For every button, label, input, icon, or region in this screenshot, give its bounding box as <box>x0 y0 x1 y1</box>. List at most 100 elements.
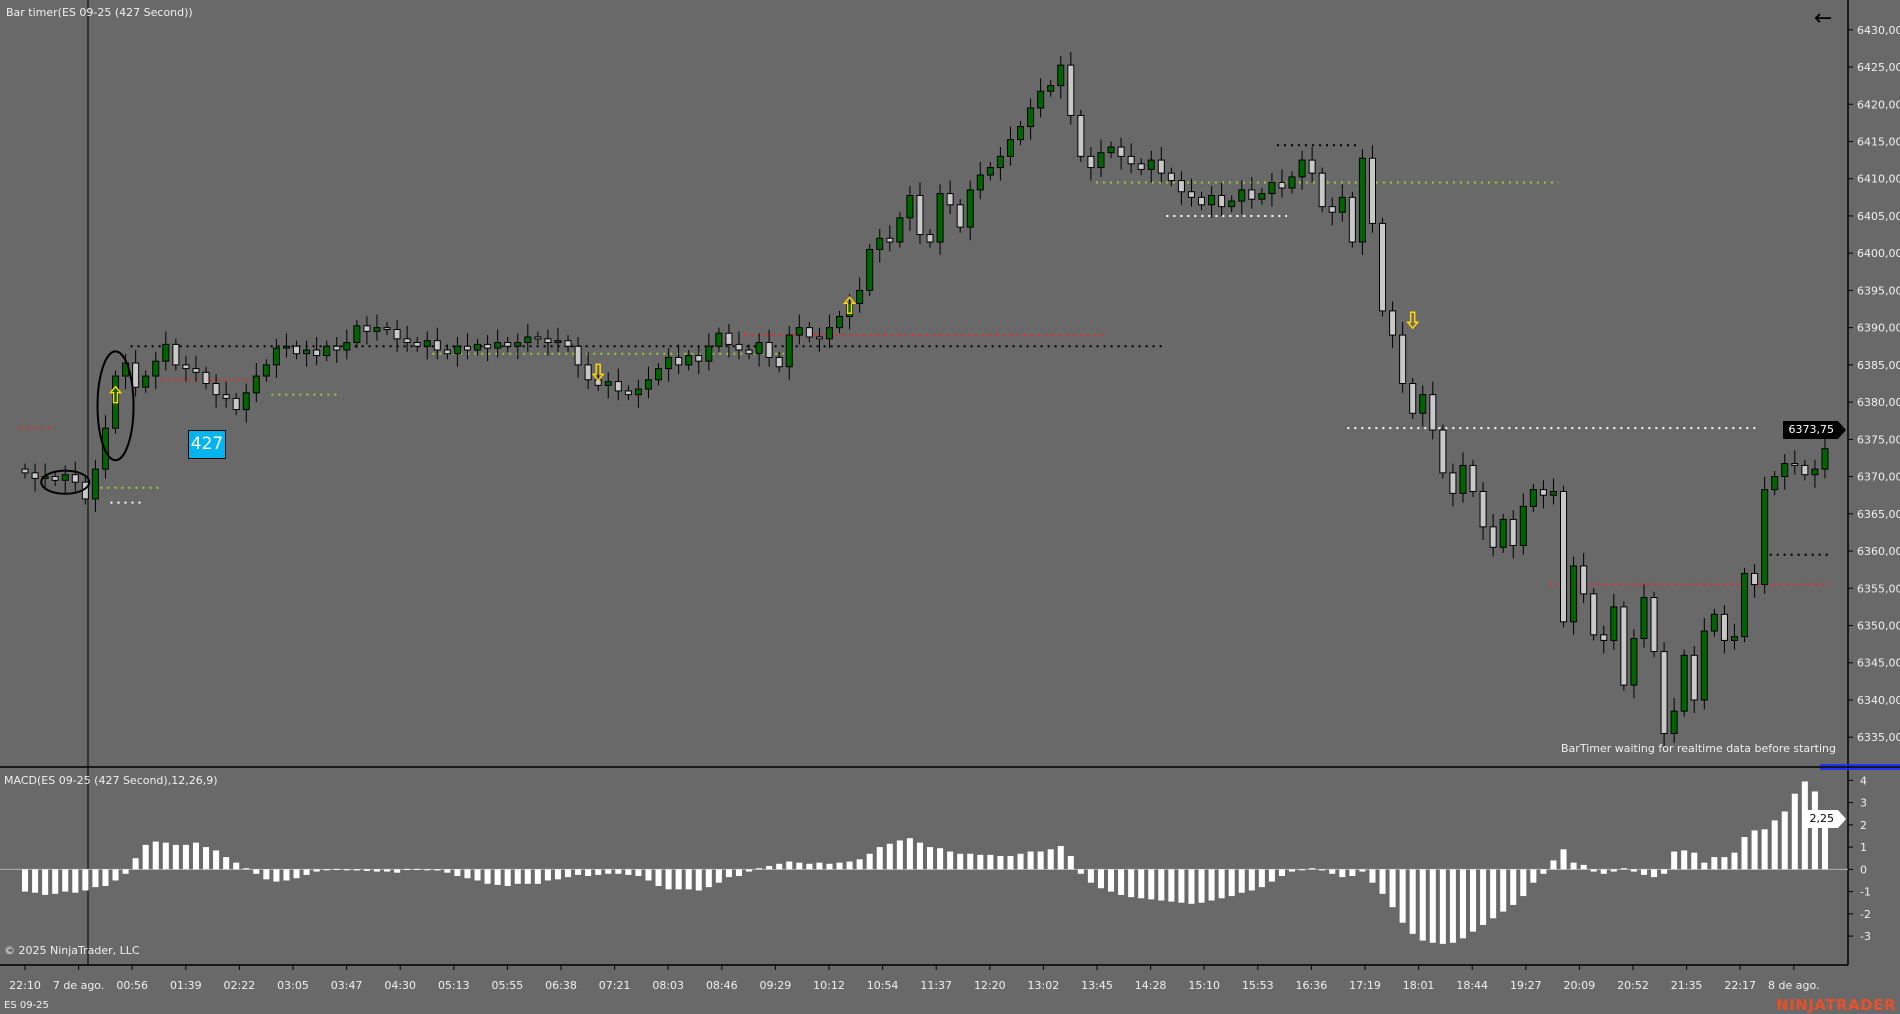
price-tick-label: 6340,00 <box>1857 694 1900 707</box>
candle-up <box>494 342 502 349</box>
price-tick-label: 6360,00 <box>1857 545 1900 558</box>
price-tick-label: 6355,00 <box>1857 582 1900 595</box>
macd-histogram-bar <box>554 869 561 880</box>
time-tick-label: 03:47 <box>331 979 363 992</box>
candle-down <box>1539 489 1547 496</box>
candle-up <box>1459 464 1467 494</box>
macd-histogram-bar <box>1429 869 1436 943</box>
time-tick-label: 11:37 <box>920 979 952 992</box>
macd-histogram-bar <box>62 869 69 892</box>
macd-histogram-bar <box>464 869 471 879</box>
price-tick-label: 6350,00 <box>1857 620 1900 633</box>
time-tick-label: 15:53 <box>1242 979 1274 992</box>
macd-histogram-bar <box>715 869 722 883</box>
macd-histogram-bar <box>947 851 954 870</box>
arrow-down-icon <box>1406 311 1420 330</box>
price-tick-label: 6385,00 <box>1857 359 1900 372</box>
time-tick-label: 08:46 <box>706 979 738 992</box>
candle-down <box>1791 463 1799 466</box>
candle-down <box>222 394 230 399</box>
candle-up <box>514 342 522 347</box>
macd-histogram-bar <box>695 869 702 891</box>
macd-histogram-bar <box>524 869 531 884</box>
macd-histogram-bar <box>1278 869 1285 877</box>
price-tick-label: 6430,00 <box>1857 24 1900 37</box>
macd-histogram-bar <box>514 869 521 884</box>
candle-down <box>1720 613 1728 641</box>
macd-histogram-bar <box>1027 851 1034 870</box>
candle-down <box>1187 191 1195 198</box>
macd-histogram-bar <box>213 850 220 870</box>
macd-histogram-bar <box>1007 855 1014 870</box>
candle-down <box>1690 654 1698 701</box>
macd-histogram-bar <box>32 869 39 893</box>
time-tick-label: 05:55 <box>492 979 524 992</box>
candle-up <box>1006 139 1014 157</box>
price-tick-label: 6335,00 <box>1857 731 1900 744</box>
candle-down <box>1248 189 1256 200</box>
macd-value-tag: 2,25 <box>1804 810 1847 828</box>
candle-down <box>51 476 59 481</box>
macd-histogram-bar <box>283 869 290 881</box>
macd-histogram-bar <box>92 869 99 888</box>
macd-histogram-bar <box>1791 793 1798 870</box>
macd-histogram-bar <box>82 869 89 891</box>
candle-up <box>1238 189 1246 202</box>
macd-histogram-bar <box>424 869 431 871</box>
candle-up <box>282 345 290 349</box>
macd-histogram-bar <box>605 869 612 874</box>
candle-down <box>1167 172 1175 182</box>
candle-down <box>1308 159 1316 174</box>
candle-up <box>373 327 381 332</box>
macd-histogram-bar <box>1369 869 1376 883</box>
price-tick-label: 6425,00 <box>1857 61 1900 74</box>
time-tick-label: 02:22 <box>224 979 256 992</box>
candle-up <box>1298 159 1306 178</box>
candle-down <box>574 345 582 366</box>
candle-down <box>1379 222 1387 312</box>
price-tick-label: 6395,00 <box>1857 284 1900 297</box>
macd-histogram-bar <box>957 853 964 870</box>
macd-histogram-bar <box>1600 869 1607 874</box>
macd-histogram-bar <box>1711 857 1718 870</box>
candle-up <box>966 189 974 228</box>
macd-histogram-bar <box>756 868 763 870</box>
macd-histogram-bar <box>102 869 109 887</box>
candle-up <box>353 325 361 344</box>
candle-up <box>1529 489 1537 507</box>
macd-histogram-bar <box>494 869 501 885</box>
price-tick-label: 6420,00 <box>1857 98 1900 111</box>
time-tick-label: 06:38 <box>545 979 577 992</box>
candle-down <box>1077 114 1085 157</box>
candle-up <box>1419 394 1427 414</box>
candle-down <box>1801 464 1809 476</box>
candle-up <box>1519 505 1527 546</box>
candle-down <box>534 336 542 340</box>
price-tick-label: 6370,00 <box>1857 471 1900 484</box>
time-tick-label: 05:13 <box>438 979 470 992</box>
arrow-left-icon[interactable]: ← <box>1814 6 1833 31</box>
macd-histogram-bar <box>1771 820 1778 870</box>
macd-histogram-bar <box>806 863 813 870</box>
macd-histogram-bar <box>655 869 662 887</box>
candle-up <box>262 364 270 377</box>
candle-up <box>825 327 833 340</box>
candle-down <box>1600 634 1608 641</box>
candle-up <box>1570 565 1578 623</box>
macd-histogram-bar <box>1329 869 1336 874</box>
candle-up <box>1700 630 1708 701</box>
candle-down <box>1198 196 1206 206</box>
candle-down <box>1399 334 1407 384</box>
candle-down <box>1067 64 1075 116</box>
time-tick-label: 20:09 <box>1564 979 1596 992</box>
macd-histogram-bar <box>866 853 873 870</box>
candle-down <box>1348 196 1356 243</box>
macd-histogram-bar <box>404 868 411 870</box>
time-tick-label: 10:54 <box>867 979 899 992</box>
candle-up <box>1630 638 1638 686</box>
macd-histogram-bar <box>1500 869 1507 912</box>
candle-up <box>1097 152 1105 169</box>
candle-up <box>1811 468 1819 476</box>
macd-histogram-bar <box>786 861 793 870</box>
